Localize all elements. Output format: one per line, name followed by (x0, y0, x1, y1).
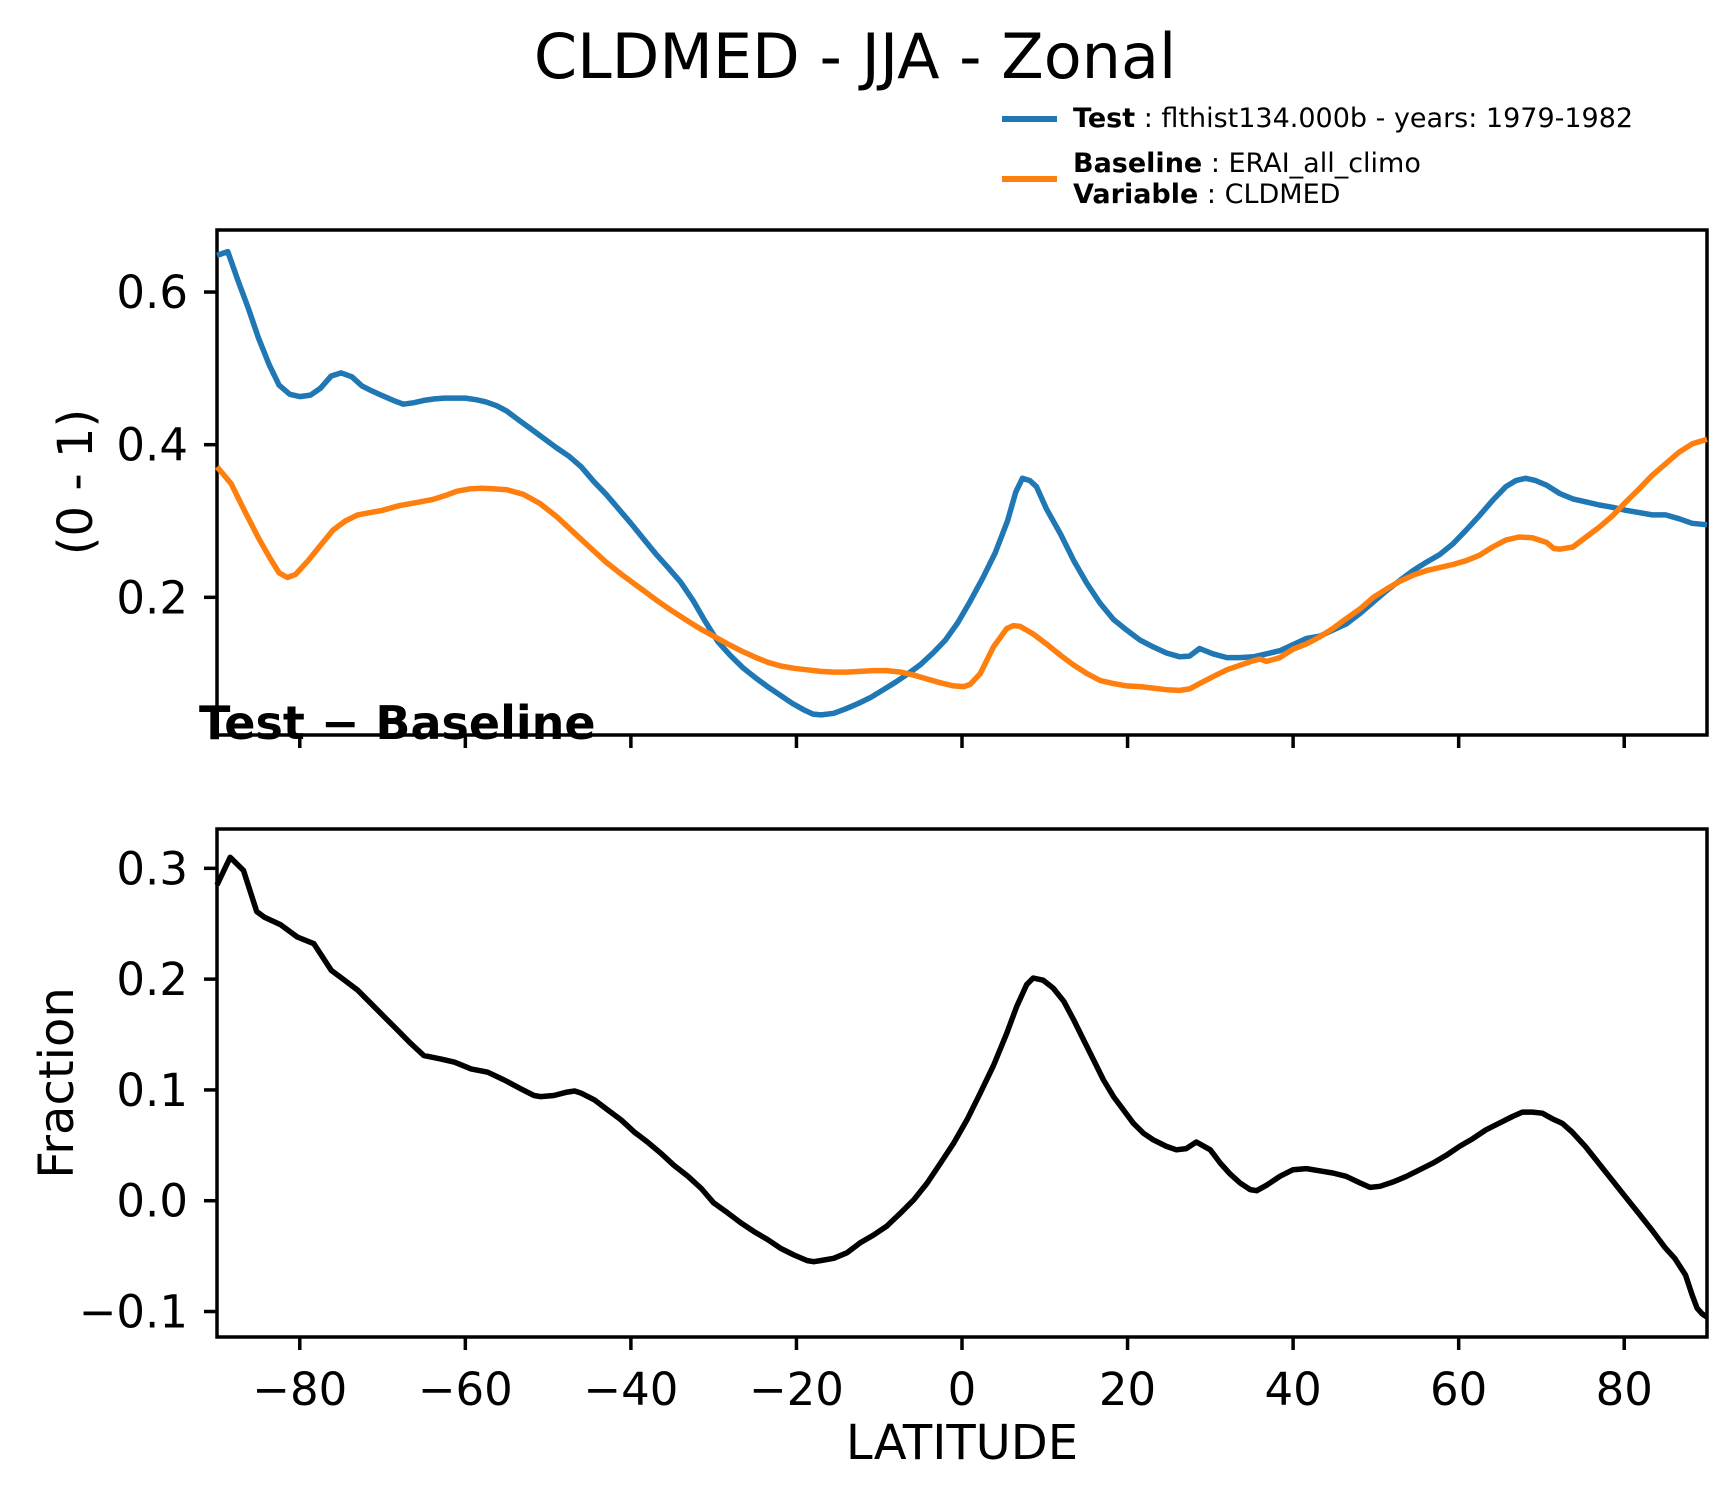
y-tick-label: −0.1 (79, 1286, 188, 1339)
x-tick-label: 40 (1264, 1363, 1321, 1416)
x-tick-label: 0 (948, 1363, 977, 1416)
y-tick-label: 0.2 (116, 953, 188, 1006)
test-line-swatch (1002, 115, 1057, 122)
page-title: CLDMED - JJA - Zonal (533, 20, 1177, 93)
baseline-line-swatch (1002, 176, 1057, 182)
legend-test-label: Test (1073, 103, 1136, 134)
x-tick-label: 80 (1596, 1363, 1653, 1416)
legend: Test : flthist134.000b - years: 1979-198… (1002, 103, 1633, 224)
difference-subtitle: Test − Baseline (199, 696, 596, 750)
legend-baseline-text: Baseline : ERAI_all_climo Variable : CLD… (1073, 148, 1421, 210)
zonal-mean-panel-spines (215, 228, 1709, 737)
legend-variable-rest: : CLDMED (1198, 179, 1341, 210)
x-tick-label: 60 (1430, 1363, 1487, 1416)
baseline-line (214, 436, 1708, 694)
difference-line (214, 854, 1709, 1320)
y-tick-label: 0.4 (116, 419, 188, 472)
legend-test-text: Test : flthist134.000b - years: 1979-198… (1073, 103, 1633, 134)
x-tick-label: 20 (1099, 1363, 1156, 1416)
y-tick-label: 0.6 (116, 266, 188, 319)
y-tick-label: 0.0 (116, 1175, 188, 1228)
legend-entry-test: Test : flthist134.000b - years: 1979-198… (1002, 103, 1633, 134)
legend-entry-baseline: Baseline : ERAI_all_climo Variable : CLD… (1002, 148, 1633, 210)
difference-panel-spines (215, 827, 1709, 1339)
y-tick-label: 0.3 (116, 842, 188, 895)
x-axis-label: LATITUDE (845, 1415, 1079, 1471)
y-tick-label: 0.2 (116, 571, 188, 624)
legend-baseline-rest: : ERAI_all_climo (1202, 148, 1421, 179)
legend-baseline-label: Baseline (1073, 148, 1203, 179)
bottom-ylabel: Fraction (29, 987, 85, 1179)
legend-variable-label: Variable (1073, 179, 1199, 210)
x-tick-label: −40 (583, 1363, 678, 1416)
top-ylabel: (0 - 1) (48, 408, 104, 556)
test-line (216, 248, 1708, 718)
x-tick-label: −60 (418, 1363, 513, 1416)
legend-test-rest: : flthist134.000b - years: 1979-1982 (1135, 103, 1634, 134)
x-tick-label: −20 (749, 1363, 844, 1416)
x-tick-label: −80 (252, 1363, 347, 1416)
y-tick-label: 0.1 (116, 1064, 188, 1117)
